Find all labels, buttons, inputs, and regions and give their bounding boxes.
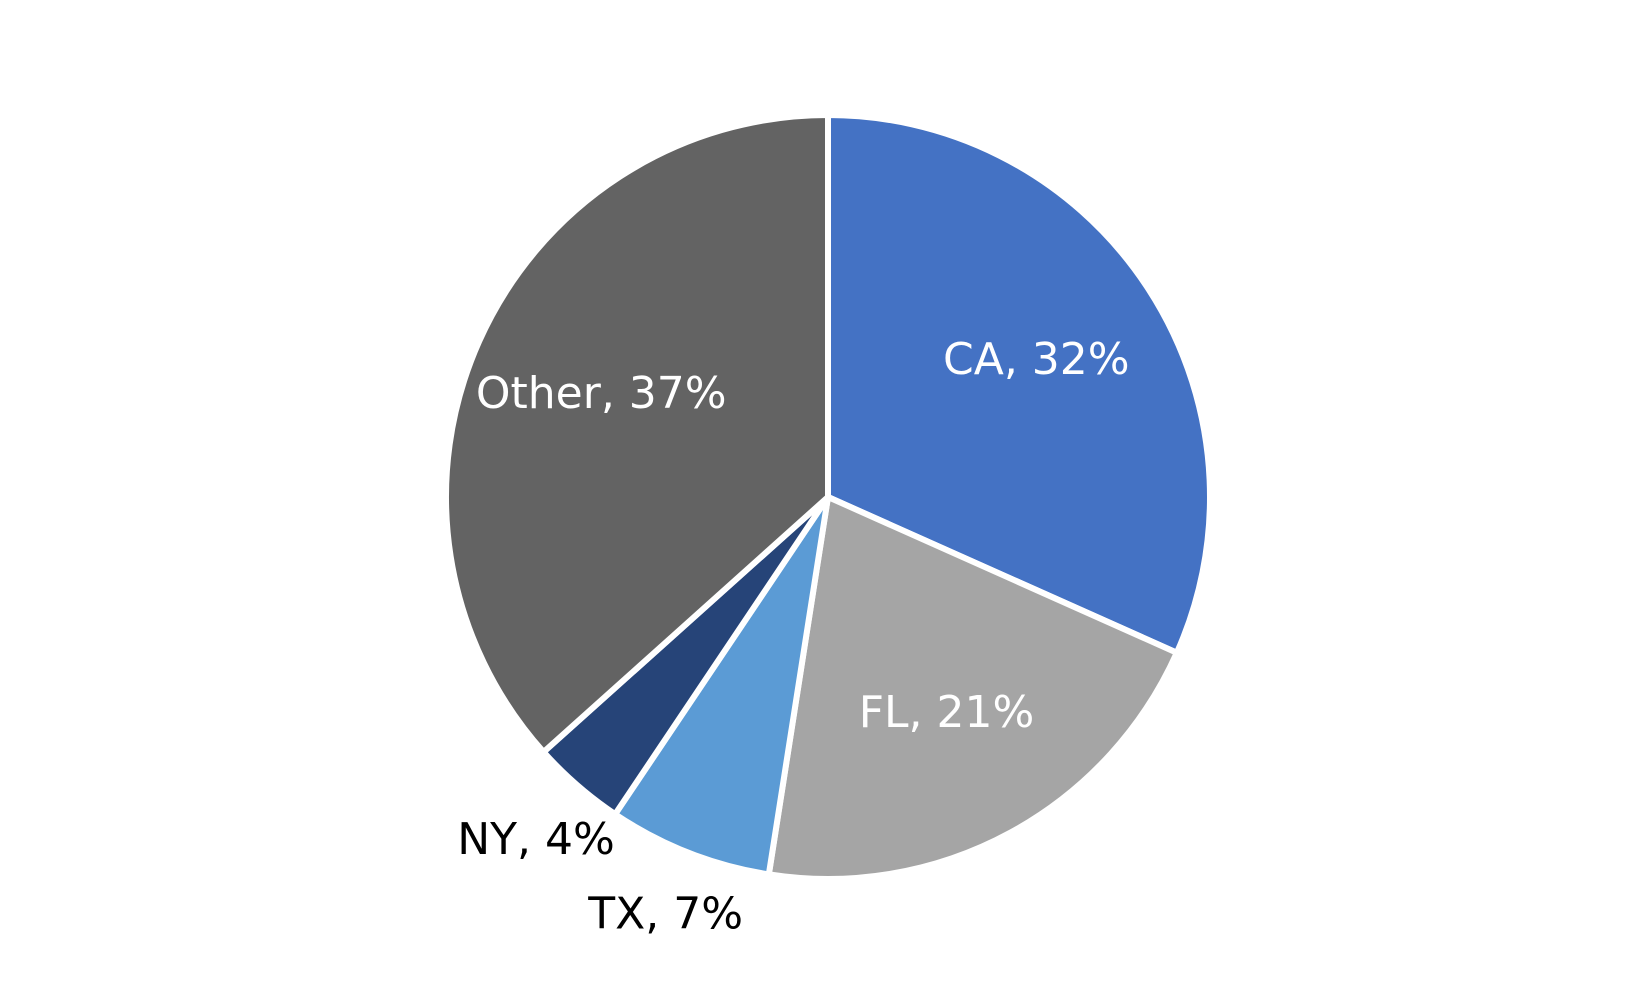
pie-label-tx: TX, 7% — [587, 888, 743, 939]
pie-slice-tx — [612, 494, 831, 878]
pie-slices — [443, 112, 1213, 882]
pie-labels: CA, 32% FL, 21% TX, 7% NY, 4% Other, 37% — [457, 334, 1129, 939]
pie-slice-fl — [765, 494, 1180, 882]
pie-slice-ca — [825, 112, 1213, 656]
pie-label-fl: FL, 21% — [859, 687, 1035, 738]
pie-label-other: Other, 37% — [476, 368, 727, 419]
pie-slice-other — [443, 112, 831, 756]
pie-label-ca: CA, 32% — [943, 334, 1130, 385]
pie-label-ny: NY, 4% — [457, 814, 615, 865]
